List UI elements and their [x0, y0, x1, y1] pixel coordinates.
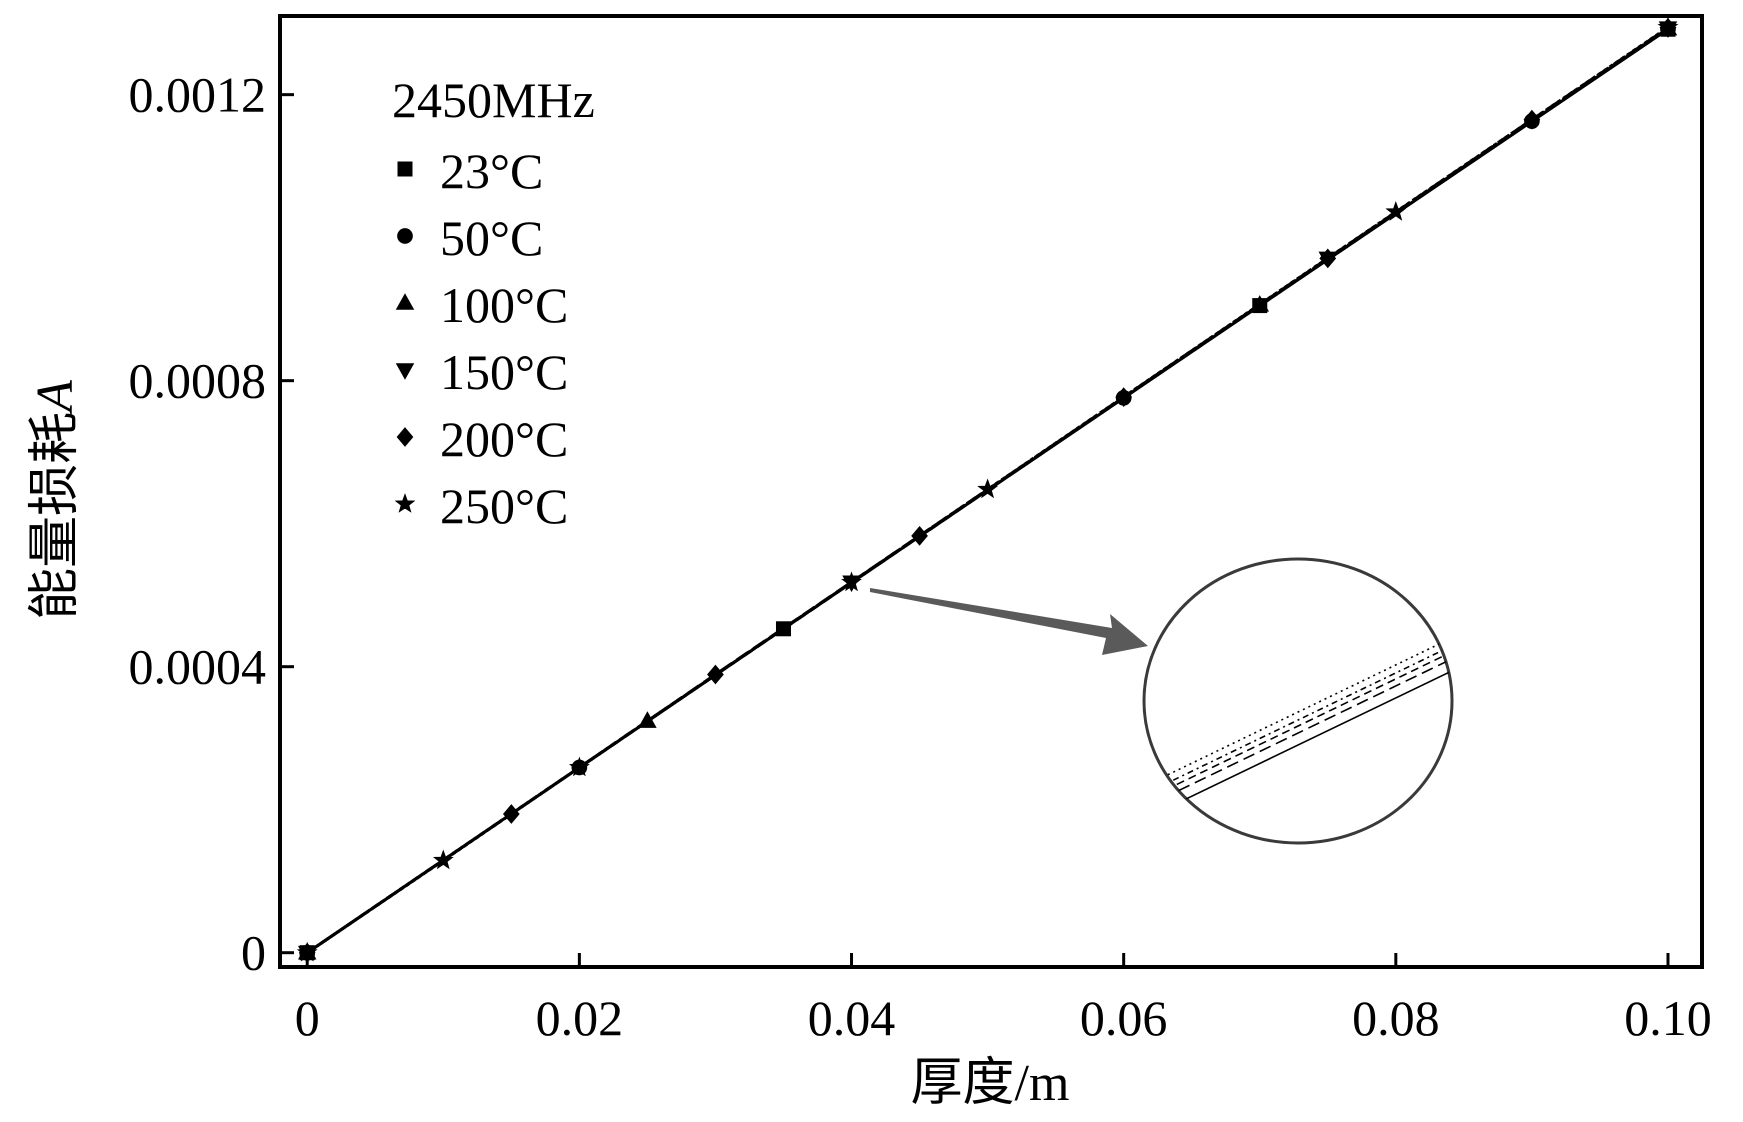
legend-label-3: 150°C — [440, 344, 568, 400]
data-point — [775, 621, 791, 637]
data-point — [638, 711, 657, 728]
x-tick-label: 0.06 — [1080, 990, 1168, 1046]
legend-marker-2 — [395, 293, 415, 310]
x-tick-label: 0.10 — [1624, 990, 1712, 1046]
y-tick-label: 0 — [241, 925, 266, 981]
legend-marker-4 — [396, 427, 414, 447]
legend-label-2: 100°C — [440, 277, 568, 333]
x-axis-label: 厚度/m — [911, 1055, 1070, 1112]
data-point — [977, 478, 999, 499]
data-point — [707, 664, 724, 685]
data-point — [1319, 248, 1337, 269]
legend-marker-1 — [397, 228, 413, 244]
x-tick-label: 0.08 — [1352, 990, 1440, 1046]
data-point — [1250, 295, 1270, 312]
x-tick-label: 0 — [295, 990, 320, 1046]
legend-marker-5 — [394, 493, 416, 513]
x-tick-label: 0.02 — [536, 990, 624, 1046]
data-point — [911, 525, 928, 546]
data-point — [432, 849, 454, 870]
data-point — [841, 571, 862, 592]
legend-title: 2450MHz — [392, 72, 595, 128]
data-point — [1385, 201, 1407, 221]
zoom-callout — [870, 557, 1454, 845]
zoom-arrow — [870, 588, 1148, 655]
y-axis-label-text: 能量损耗 — [27, 412, 84, 620]
data-point — [502, 804, 520, 824]
data-point — [1657, 16, 1679, 37]
data-point — [1115, 387, 1133, 407]
y-tick-label: 0.0008 — [129, 353, 267, 409]
data-point — [1523, 109, 1541, 130]
series-markers — [296, 16, 1679, 963]
data-point — [296, 941, 318, 962]
legend-label-5: 250°C — [440, 478, 568, 534]
legend: 2450MHz 23°C 50°C 100°C 150°C 200°C 250°C — [392, 72, 595, 534]
zoom-inset-circle — [1142, 557, 1454, 845]
axis-tick-labels: 0 0.02 0.04 0.06 0.08 0.10 0 0.0004 0.0008 0.0012 — [129, 67, 1712, 1046]
y-axis-label: 能量损耗A — [27, 380, 84, 620]
legend-label-4: 200°C — [440, 411, 568, 467]
y-tick-label: 0.0012 — [129, 67, 267, 123]
legend-marker-0 — [397, 161, 413, 177]
y-tick-label: 0.0004 — [129, 639, 267, 695]
data-point — [568, 756, 590, 777]
plot-frame — [278, 14, 1704, 969]
x-tick-label: 0.04 — [808, 990, 896, 1046]
legend-marker-3 — [395, 363, 415, 380]
legend-label-0: 23°C — [440, 143, 543, 199]
legend-label-1: 50°C — [440, 210, 543, 266]
y-axis-label-symbol: A — [27, 380, 84, 415]
